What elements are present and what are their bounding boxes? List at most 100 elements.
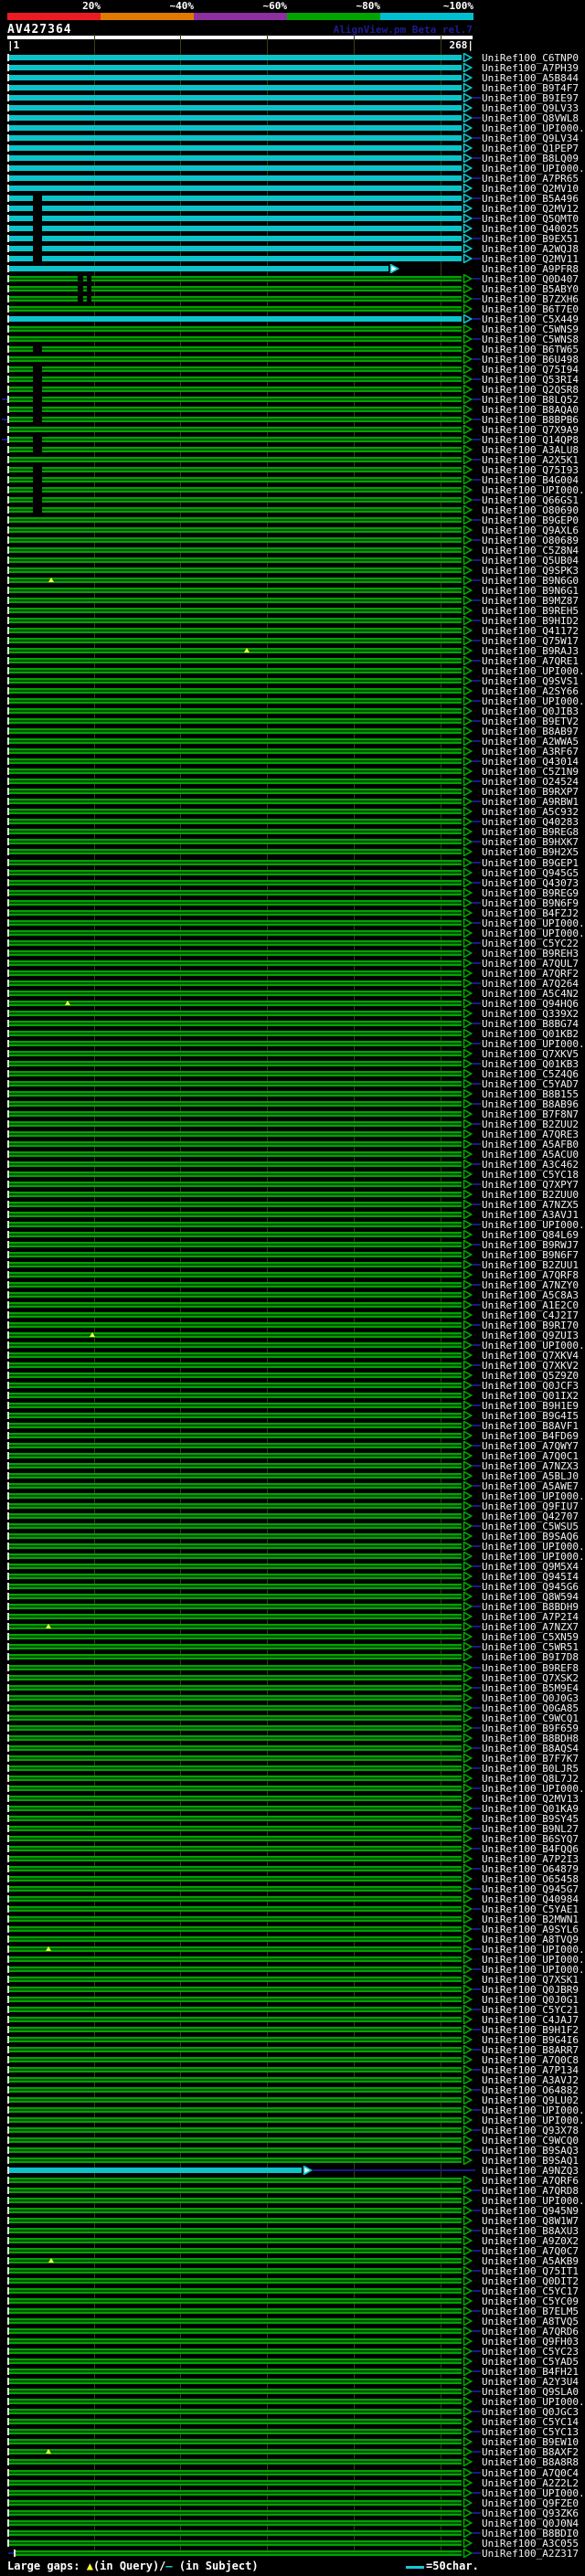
hit-label[interactable]: UniRef100_Q7XPY7 xyxy=(482,1179,579,1191)
hit-arrowhead-icon[interactable] xyxy=(463,898,473,907)
hit-bar[interactable] xyxy=(9,1232,462,1237)
hit-label[interactable]: UniRef100_A7NZX7 xyxy=(482,1621,579,1633)
hit-label[interactable]: UniRef100_C5YC21 xyxy=(482,2004,579,2016)
hit-arrowhead-icon[interactable] xyxy=(463,244,473,253)
hit-bar[interactable] xyxy=(9,970,462,976)
hit-arrowhead-icon[interactable] xyxy=(463,535,473,545)
hit-arrowhead-icon[interactable] xyxy=(463,1723,473,1733)
hit-label[interactable]: UniRef100_UPI000.. xyxy=(482,695,585,707)
hit-label[interactable]: UniRef100_O64882 xyxy=(482,2084,579,2096)
hit-bar[interactable] xyxy=(9,2419,462,2424)
hit-arrowhead-icon[interactable] xyxy=(463,767,473,776)
hit-arrowhead-icon[interactable] xyxy=(463,1764,473,1773)
hit-arrowhead-icon[interactable] xyxy=(463,938,473,948)
hit-label[interactable]: UniRef100_Q339X2 xyxy=(482,1008,579,1020)
hit-label[interactable]: UniRef100_B4FH21 xyxy=(482,2366,579,2378)
hit-arrowhead-icon[interactable] xyxy=(463,959,473,968)
hit-arrowhead-icon[interactable] xyxy=(463,1250,473,1259)
hit-arrowhead-icon[interactable] xyxy=(463,1542,473,1551)
hit-bar[interactable] xyxy=(9,1001,462,1006)
hit-arrowhead-icon[interactable] xyxy=(463,1411,473,1420)
hit-bar[interactable] xyxy=(9,2248,462,2253)
hit-bar[interactable] xyxy=(9,2429,462,2434)
hit-arrowhead-icon[interactable] xyxy=(463,274,473,283)
hit-bar[interactable] xyxy=(9,880,462,885)
hit-label[interactable]: UniRef100_A5AKB9 xyxy=(482,2255,579,2267)
hit-label[interactable]: UniRef100_B8AQA0 xyxy=(482,404,579,416)
hit-arrowhead-icon[interactable] xyxy=(463,1784,473,1793)
hit-label[interactable]: UniRef100_UPI000.. xyxy=(482,928,585,939)
hit-label[interactable]: UniRef100_Q7XSK1 xyxy=(482,1974,579,1986)
hit-label[interactable]: UniRef100_B8BDI0 xyxy=(482,2528,579,2539)
hit-label[interactable]: UniRef100_Q9M5X4 xyxy=(482,1561,579,1573)
hit-bar[interactable] xyxy=(9,1987,462,1992)
hit-bar[interactable] xyxy=(9,2530,462,2536)
hit-arrowhead-icon[interactable] xyxy=(463,2276,473,2285)
hit-bar[interactable] xyxy=(9,1574,462,1579)
hit-bar[interactable] xyxy=(9,1856,462,1861)
hit-arrowhead-icon[interactable] xyxy=(463,345,473,354)
hit-arrowhead-icon[interactable] xyxy=(463,154,473,163)
hit-bar[interactable] xyxy=(9,2258,462,2263)
hit-bar[interactable] xyxy=(9,1383,462,1388)
hit-arrowhead-icon[interactable] xyxy=(463,556,473,565)
hit-arrowhead-icon[interactable] xyxy=(463,1310,473,1320)
hit-label[interactable]: UniRef100_C4J2I7 xyxy=(482,1309,579,1321)
hit-bar[interactable] xyxy=(9,276,462,281)
hit-bar[interactable] xyxy=(9,1373,462,1378)
hit-bar[interactable] xyxy=(9,2308,462,2314)
hit-bar[interactable] xyxy=(9,638,462,643)
hit-label[interactable]: UniRef100_B6TW65 xyxy=(482,344,579,355)
hit-arrowhead-icon[interactable] xyxy=(463,2457,473,2466)
hit-arrowhead-icon[interactable] xyxy=(463,284,473,293)
hit-arrowhead-icon[interactable] xyxy=(463,646,473,655)
hit-arrowhead-icon[interactable] xyxy=(463,2015,473,2024)
hit-bar[interactable] xyxy=(9,1553,462,1559)
hit-bar[interactable] xyxy=(9,1071,462,1076)
hit-arrowhead-icon[interactable] xyxy=(463,1200,473,1209)
hit-arrowhead-icon[interactable] xyxy=(463,1914,473,1924)
hit-label[interactable]: UniRef100_B9F659 xyxy=(482,1723,579,1734)
hit-bar[interactable] xyxy=(9,1242,462,1247)
hit-label[interactable]: UniRef100_B6U498 xyxy=(482,354,579,366)
hit-arrowhead-icon[interactable] xyxy=(463,847,473,856)
hit-arrowhead-icon[interactable] xyxy=(463,184,473,193)
hit-bar[interactable] xyxy=(9,789,462,794)
hit-label[interactable]: UniRef100_Q75I94 xyxy=(482,364,579,376)
hit-label[interactable]: UniRef100_A7P2I3 xyxy=(482,1853,579,1865)
hit-arrowhead-icon[interactable] xyxy=(463,1582,473,1591)
hit-label[interactable]: UniRef100_Q0J0G1 xyxy=(482,1994,579,2006)
hit-arrowhead-icon[interactable] xyxy=(463,1744,473,1753)
hit-label[interactable]: UniRef100_B7F8N7 xyxy=(482,1108,579,1120)
hit-bar[interactable] xyxy=(9,567,462,573)
hit-bar[interactable] xyxy=(9,1916,462,1922)
hit-label[interactable]: UniRef100_B9I7D8 xyxy=(482,1651,579,1663)
hit-label[interactable]: UniRef100_Q8VWL8 xyxy=(482,112,579,124)
hit-arrowhead-icon[interactable] xyxy=(463,1421,473,1430)
hit-bar[interactable] xyxy=(9,678,462,684)
hit-bar[interactable] xyxy=(9,2288,462,2294)
hit-arrowhead-icon[interactable] xyxy=(463,1210,473,1219)
hit-arrowhead-icon[interactable] xyxy=(463,606,473,615)
hit-bar[interactable] xyxy=(9,477,462,482)
hit-arrowhead-icon[interactable] xyxy=(463,2498,473,2507)
hit-bar[interactable] xyxy=(9,165,462,171)
hit-bar[interactable] xyxy=(9,1111,462,1117)
hit-bar[interactable] xyxy=(9,2147,462,2153)
hit-label[interactable]: UniRef100_Q0JBR9 xyxy=(482,1984,579,1996)
hit-arrowhead-icon[interactable] xyxy=(463,1572,473,1581)
hit-bar[interactable] xyxy=(9,1081,462,1087)
hit-label[interactable]: UniRef100_A5B844 xyxy=(482,72,579,84)
hit-bar[interactable] xyxy=(9,1131,462,1137)
hit-label[interactable]: UniRef100_B9HXK7 xyxy=(482,836,579,848)
hit-label[interactable]: UniRef100_B4FQQ6 xyxy=(482,1843,579,1855)
hit-bar[interactable] xyxy=(9,186,462,191)
hit-label[interactable]: UniRef100_Q66GS1 xyxy=(482,494,579,506)
hit-label[interactable]: UniRef100_B5M9E4 xyxy=(482,1682,579,1694)
hit-bar[interactable] xyxy=(9,2500,462,2506)
hit-bar[interactable] xyxy=(9,809,462,814)
hit-label[interactable]: UniRef100_B9EX51 xyxy=(482,233,579,245)
hit-label[interactable]: UniRef100_Q0DIT2 xyxy=(482,2275,579,2287)
hit-bar[interactable] xyxy=(9,266,388,271)
hit-label[interactable]: UniRef100_Q93X78 xyxy=(482,2125,579,2136)
